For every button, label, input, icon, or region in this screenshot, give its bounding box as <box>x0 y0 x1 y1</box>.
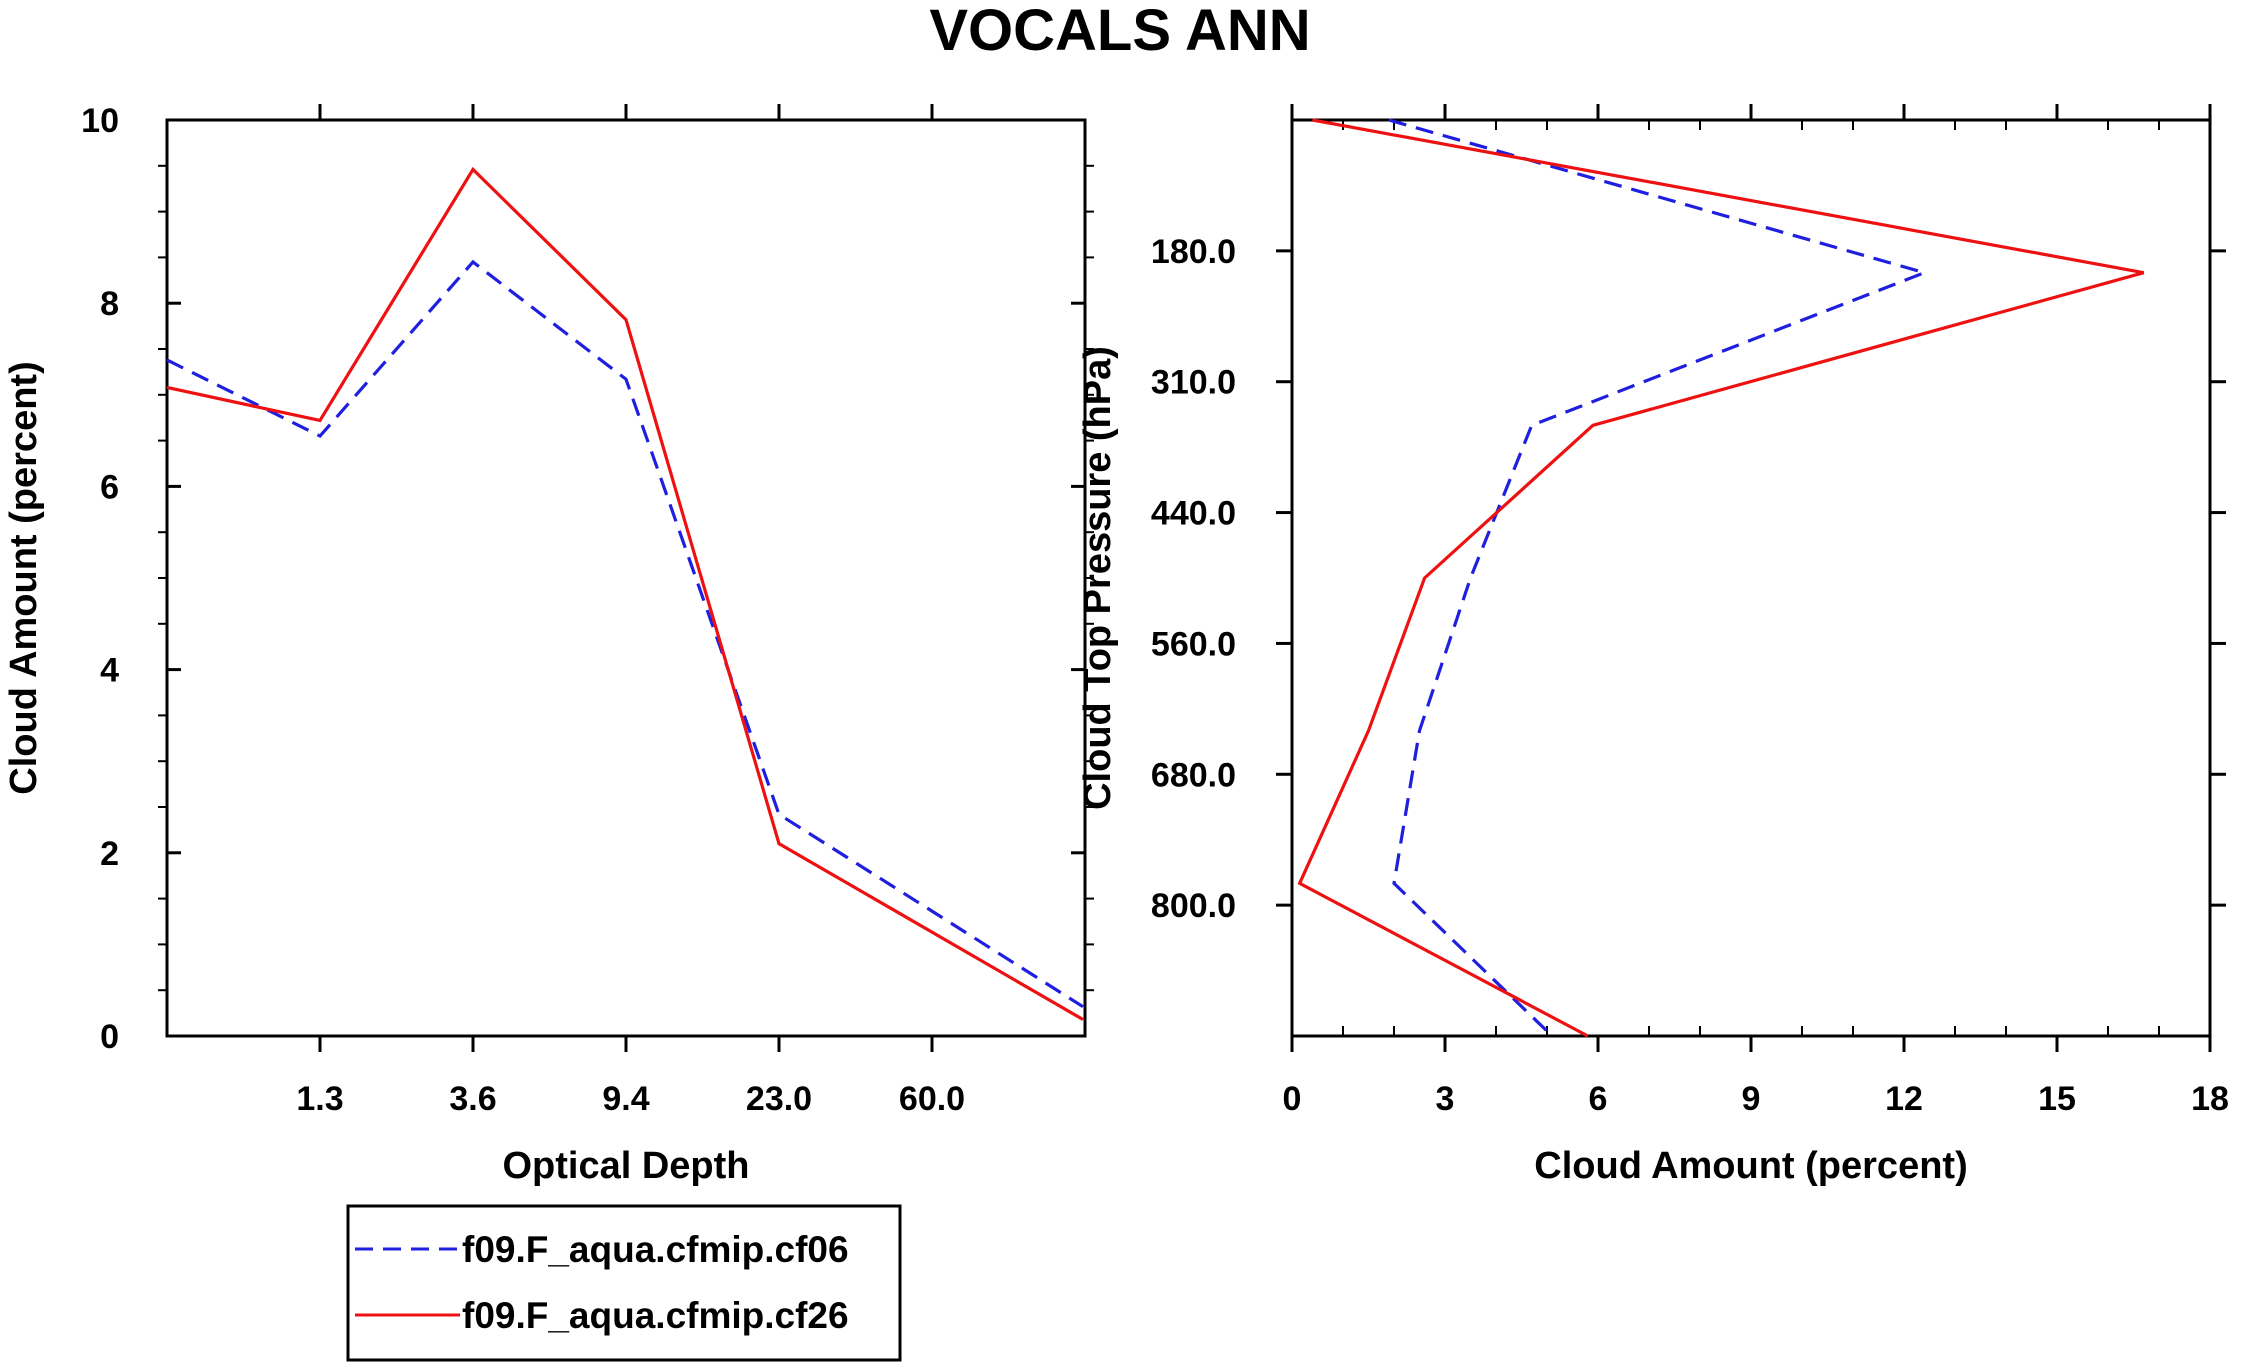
left-plot-frame <box>165 118 1087 1038</box>
legend-item-cf06: f09.F_aqua.cfmip.cf06 <box>355 1229 849 1270</box>
chart-title: VOCALS ANN <box>929 0 1310 63</box>
left-x-tick-label: 1.3 <box>296 1080 343 1118</box>
right-x-tick-label: 15 <box>2038 1080 2076 1118</box>
left-series-line-f09-f-aqua-cfmip-cf26 <box>166 166 1084 1021</box>
right-y-tick-label: 680.0 <box>1151 756 1236 794</box>
right-y-tick-label: 440.0 <box>1151 495 1236 533</box>
left-series-line-f09-f-aqua-cfmip-cf06 <box>166 259 1084 1009</box>
right-x-tick-label: 12 <box>1885 1080 1923 1118</box>
left-y-tick-label: 8 <box>100 285 119 323</box>
right-x-tick-label: 18 <box>2191 1080 2229 1118</box>
left-panel-optical-depth: 0 2 4 6 8 10 1.3 3.6 9.4 23.0 60.0 Optical Depth Clo… <box>3 102 1094 1187</box>
right-x-tick-label: 0 <box>1283 1080 1302 1118</box>
right-series-line-f09-f-aqua-cfmip-cf26 <box>1297 118 2145 1038</box>
right-panel-cloud-top-pressure: 0 3 6 9 12 15 18 180.0 310.0 440.0 560.0 680.0 800.0… <box>1077 104 2229 1187</box>
right-x-axis-label: Cloud Amount (percent) <box>1534 1145 1967 1187</box>
left-x-tick-label: 23.0 <box>746 1080 812 1118</box>
left-x-axis-label: Optical Depth <box>502 1145 749 1187</box>
right-y-tick-label: 310.0 <box>1151 364 1236 402</box>
right-x-tick-label: 6 <box>1589 1080 1608 1118</box>
left-y-tick-label: 6 <box>100 468 119 506</box>
left-x-tick-label: 60.0 <box>899 1080 965 1118</box>
legend-box <box>346 1204 902 1362</box>
left-y-tick-label: 4 <box>100 652 119 690</box>
legend-label-cf06: f09.F_aqua.cfmip.cf06 <box>462 1229 849 1270</box>
left-y-axis-label: Cloud Amount (percent) <box>3 361 45 794</box>
right-plot-frame <box>1290 118 2212 1038</box>
right-x-tick-label: 9 <box>1742 1080 1761 1118</box>
left-y-tick-label: 10 <box>81 102 119 140</box>
right-y-axis-label: Cloud Top Pressure (hPa) <box>1077 346 1119 810</box>
legend-item-cf26: f09.F_aqua.cfmip.cf26 <box>355 1295 849 1336</box>
left-y-tick-label: 0 <box>100 1018 119 1056</box>
left-x-tick-label: 3.6 <box>449 1080 496 1118</box>
legend: f09.F_aqua.cfmip.cf06 f09.F_aqua.cfmip.c… <box>346 1204 902 1362</box>
right-x-tick-label: 3 <box>1436 1080 1455 1118</box>
right-series-line-f09-f-aqua-cfmip-cf06 <box>1388 118 1930 1038</box>
right-y-tick-label: 560.0 <box>1151 625 1236 663</box>
left-x-tick-label: 9.4 <box>602 1080 649 1118</box>
right-y-tick-label: 800.0 <box>1151 887 1236 925</box>
legend-label-cf26: f09.F_aqua.cfmip.cf26 <box>462 1295 849 1336</box>
left-y-tick-label: 2 <box>100 835 119 873</box>
right-y-tick-label: 180.0 <box>1151 233 1236 271</box>
